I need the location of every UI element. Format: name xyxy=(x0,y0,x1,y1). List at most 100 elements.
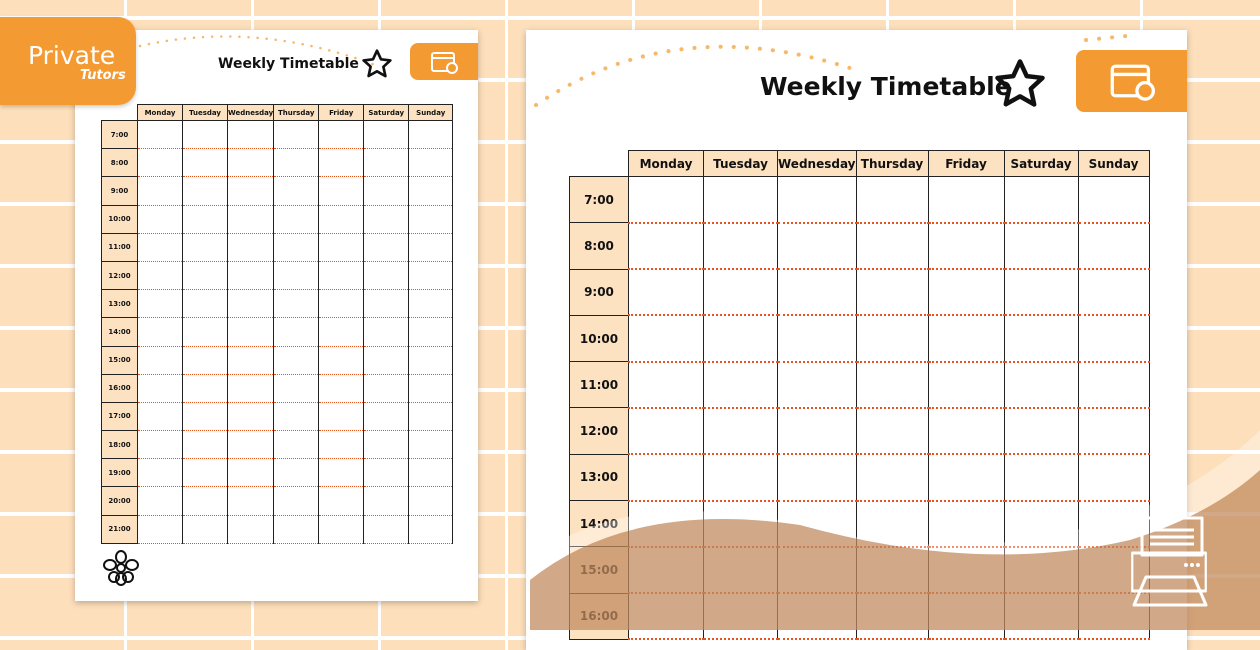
timetable-cell[interactable] xyxy=(1003,500,1079,548)
timetable-cell[interactable] xyxy=(855,500,929,548)
timetable-cell[interactable] xyxy=(1077,176,1150,224)
timetable-cell[interactable] xyxy=(1077,222,1150,271)
timetable-cell[interactable] xyxy=(408,317,454,347)
timetable-cell[interactable] xyxy=(927,593,1005,641)
timetable-cell[interactable] xyxy=(318,233,365,262)
timetable-cell[interactable] xyxy=(628,593,704,641)
timetable-cell[interactable] xyxy=(703,222,778,271)
timetable-cell[interactable] xyxy=(703,500,778,548)
timetable-cell[interactable] xyxy=(628,269,704,317)
timetable-cell[interactable] xyxy=(182,289,228,319)
timetable-cell[interactable] xyxy=(1003,593,1079,641)
timetable-cell[interactable] xyxy=(137,148,183,178)
timetable-cell[interactable] xyxy=(182,205,228,234)
timetable-cell[interactable] xyxy=(182,317,228,347)
timetable-cell[interactable] xyxy=(363,402,410,432)
timetable-cell[interactable] xyxy=(777,222,857,271)
timetable-cell[interactable] xyxy=(137,317,183,347)
timetable-cell[interactable] xyxy=(628,222,704,271)
timetable-cell[interactable] xyxy=(777,454,857,502)
timetable-cell[interactable] xyxy=(273,515,320,544)
timetable-cell[interactable] xyxy=(182,148,228,178)
timetable-cell[interactable] xyxy=(855,222,929,271)
timetable-cell[interactable] xyxy=(703,593,778,641)
timetable-cell[interactable] xyxy=(318,430,365,460)
timetable-cell[interactable] xyxy=(226,486,275,516)
timetable-cell[interactable] xyxy=(777,407,857,456)
timetable-cell[interactable] xyxy=(408,233,454,262)
timetable-cell[interactable] xyxy=(318,458,365,488)
timetable-cell[interactable] xyxy=(363,458,410,488)
timetable-cell[interactable] xyxy=(408,205,454,234)
timetable-cell[interactable] xyxy=(318,317,365,347)
timetable-cell[interactable] xyxy=(318,374,365,403)
timetable-cell[interactable] xyxy=(226,402,275,432)
timetable-cell[interactable] xyxy=(318,402,365,432)
timetable-cell[interactable] xyxy=(703,454,778,502)
timetable-cell[interactable] xyxy=(182,346,228,375)
timetable-cell[interactable] xyxy=(927,176,1005,224)
timetable-cell[interactable] xyxy=(273,374,320,403)
timetable-cell[interactable] xyxy=(628,500,704,548)
timetable-cell[interactable] xyxy=(137,205,183,234)
timetable-cell[interactable] xyxy=(273,346,320,375)
timetable-cell[interactable] xyxy=(1077,407,1150,456)
timetable-cell[interactable] xyxy=(182,233,228,262)
timetable-cell[interactable] xyxy=(855,454,929,502)
timetable-cell[interactable] xyxy=(855,269,929,317)
timetable-cell[interactable] xyxy=(855,315,929,363)
timetable-cell[interactable] xyxy=(703,269,778,317)
timetable-cell[interactable] xyxy=(137,120,183,150)
timetable-cell[interactable] xyxy=(408,458,454,488)
timetable-cell[interactable] xyxy=(318,515,365,544)
timetable-cell[interactable] xyxy=(363,374,410,403)
timetable-cell[interactable] xyxy=(1003,176,1079,224)
timetable-cell[interactable] xyxy=(318,176,365,206)
timetable-cell[interactable] xyxy=(318,205,365,234)
timetable-cell[interactable] xyxy=(927,500,1005,548)
timetable-cell[interactable] xyxy=(1003,546,1079,595)
timetable-cell[interactable] xyxy=(226,261,275,291)
timetable-cell[interactable] xyxy=(628,546,704,595)
timetable-cell[interactable] xyxy=(1003,222,1079,271)
timetable-cell[interactable] xyxy=(777,361,857,409)
timetable-cell[interactable] xyxy=(182,402,228,432)
timetable-cell[interactable] xyxy=(273,486,320,516)
timetable-cell[interactable] xyxy=(363,346,410,375)
timetable-cell[interactable] xyxy=(273,205,320,234)
timetable-cell[interactable] xyxy=(777,269,857,317)
timetable-cell[interactable] xyxy=(777,176,857,224)
timetable-cell[interactable] xyxy=(408,430,454,460)
timetable-cell[interactable] xyxy=(137,289,183,319)
timetable-cell[interactable] xyxy=(226,233,275,262)
timetable-cell[interactable] xyxy=(273,402,320,432)
timetable-cell[interactable] xyxy=(137,374,183,403)
timetable-cell[interactable] xyxy=(628,176,704,224)
timetable-cell[interactable] xyxy=(182,486,228,516)
timetable-cell[interactable] xyxy=(273,317,320,347)
timetable-cell[interactable] xyxy=(1003,407,1079,456)
timetable-cell[interactable] xyxy=(703,546,778,595)
timetable-cell[interactable] xyxy=(1003,361,1079,409)
timetable-cell[interactable] xyxy=(408,261,454,291)
timetable-cell[interactable] xyxy=(137,261,183,291)
timetable-cell[interactable] xyxy=(1003,269,1079,317)
timetable-cell[interactable] xyxy=(182,120,228,150)
timetable-cell[interactable] xyxy=(777,315,857,363)
timetable-cell[interactable] xyxy=(408,148,454,178)
timetable-cell[interactable] xyxy=(137,402,183,432)
timetable-cell[interactable] xyxy=(927,454,1005,502)
timetable-cell[interactable] xyxy=(927,315,1005,363)
timetable-cell[interactable] xyxy=(408,402,454,432)
timetable-cell[interactable] xyxy=(273,176,320,206)
timetable-cell[interactable] xyxy=(855,546,929,595)
timetable-cell[interactable] xyxy=(628,361,704,409)
timetable-cell[interactable] xyxy=(182,458,228,488)
timetable-cell[interactable] xyxy=(137,430,183,460)
timetable-cell[interactable] xyxy=(703,361,778,409)
timetable-cell[interactable] xyxy=(273,148,320,178)
timetable-cell[interactable] xyxy=(628,315,704,363)
timetable-cell[interactable] xyxy=(777,593,857,641)
timetable-cell[interactable] xyxy=(363,120,410,150)
timetable-cell[interactable] xyxy=(408,346,454,375)
